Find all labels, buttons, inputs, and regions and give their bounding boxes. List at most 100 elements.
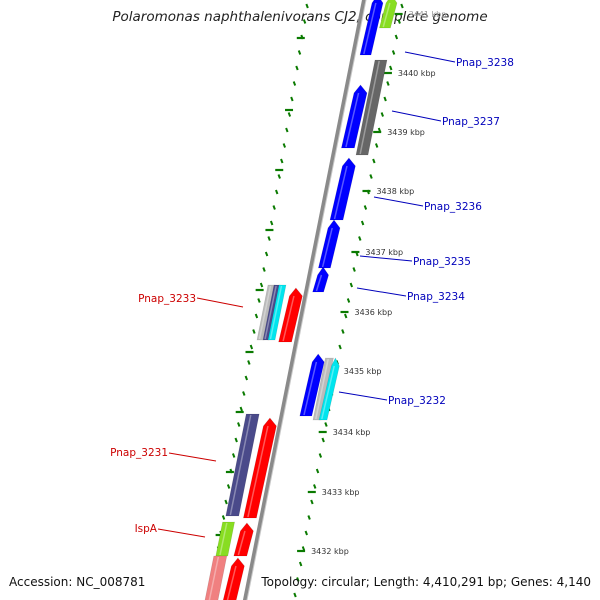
gene-label-leader: [157, 528, 206, 538]
gene-highlight: [382, 2, 391, 28]
inner-tick: [349, 282, 354, 288]
outer-tick: [267, 236, 271, 241]
outer-tick: [221, 515, 226, 520]
gene-pnap-3233-c: [267, 284, 287, 341]
gene-pnap-3232-a: [299, 353, 325, 417]
gene-pink: [204, 555, 228, 600]
gene-label: IspA: [135, 523, 158, 535]
gene-highlight: [269, 285, 283, 340]
gene-pnap-3232-c: [318, 357, 340, 421]
outer-tick: [252, 329, 256, 334]
outer-tick: [224, 499, 228, 505]
kbp-label: 3435 kbp: [344, 367, 382, 376]
kbp-label: 3438 kbp: [376, 187, 414, 196]
outer-tick: [292, 81, 297, 86]
outer-tick: [234, 437, 238, 443]
gene-highlight: [208, 556, 220, 600]
inner-tick: [313, 484, 317, 489]
gene-label-leader: [404, 51, 456, 63]
backbone-highlight: [246, 0, 367, 600]
outer-tick: [259, 282, 264, 288]
kbp-label: 3434 kbp: [333, 428, 371, 437]
inner-tick: [383, 96, 387, 102]
outer-tick: [247, 360, 251, 365]
gene-pnap-3238: [359, 0, 384, 56]
gene-highlight: [345, 92, 360, 148]
inner-tick: [296, 577, 300, 582]
inner-tick: [374, 143, 379, 148]
inner-tick: [394, 34, 399, 40]
gene-pnap-3233-d: [278, 287, 303, 343]
outer-tick: [305, 3, 309, 9]
gene-label: Pnap_3233: [138, 293, 196, 305]
gene-pnap-3237: [341, 84, 368, 149]
inner-tick: [298, 561, 303, 567]
inner-tick: [293, 592, 297, 598]
gene-pnap-3236: [329, 157, 356, 221]
inner-tick: [341, 329, 345, 334]
gene-highlight: [282, 295, 295, 342]
gene-label-leader: [338, 391, 388, 401]
inner-tick: [304, 530, 308, 536]
kbp-label: 3441 kbp: [409, 10, 447, 19]
gene-ispa-a: [215, 521, 235, 557]
kbp-label: 3433 kbp: [322, 488, 360, 497]
outer-tick: [285, 127, 289, 133]
outer-tick: [287, 112, 292, 117]
kbp-label: 3436 kbp: [355, 308, 393, 317]
kbp-label: 3437 kbp: [365, 248, 403, 257]
gene-label: Pnap_3238: [456, 57, 514, 69]
outer-tick: [269, 220, 274, 226]
gene-highlight: [229, 414, 252, 516]
inner-tick: [386, 81, 390, 86]
outer-tick: [237, 422, 241, 427]
inner-tick: [358, 236, 362, 241]
gene-label: Pnap_3234: [407, 291, 465, 303]
outer-tick: [295, 65, 299, 71]
gene-label: Pnap_3237: [442, 116, 500, 128]
inner-tick: [380, 112, 384, 117]
outer-tick: [249, 344, 254, 350]
gene-highlight: [359, 60, 380, 155]
genome-summary: Topology: circular; Length: 4,410,291 bp…: [261, 575, 591, 589]
inner-tick: [315, 468, 320, 474]
gene-highlight: [237, 530, 246, 556]
gene-red-bottom: [222, 557, 245, 600]
backbone-line: [242, 0, 367, 600]
inner-tick: [360, 220, 365, 226]
gene-pnap-3231-b: [243, 417, 277, 519]
gene-highlight: [363, 2, 377, 55]
gene-label-leader: [356, 287, 407, 297]
gene-ispa-b: [233, 522, 254, 557]
inner-tick: [391, 50, 396, 55]
outer-tick: [254, 313, 259, 319]
gene-highlight: [226, 565, 237, 600]
gene-label: Pnap_3232: [388, 395, 446, 407]
gene-highlight: [219, 522, 228, 556]
inner-tick: [352, 267, 356, 272]
outer-tick: [264, 251, 269, 257]
inner-tick: [310, 499, 314, 505]
gene-highlight: [247, 425, 269, 518]
outer-tick: [302, 19, 307, 24]
inner-tick: [372, 158, 376, 164]
inner-tick: [400, 3, 404, 9]
gene-gray: [355, 59, 388, 156]
inner-tick: [338, 344, 342, 350]
inner-tick: [344, 313, 348, 319]
accession-text: Accession: NC_008781: [9, 575, 146, 589]
gene-pnap-3231-a: [225, 413, 260, 517]
outer-tick: [280, 158, 284, 164]
inner-tick: [397, 19, 401, 24]
gene-pnap-3234: [312, 266, 329, 293]
gene-label-leader: [391, 110, 442, 122]
gene-green-top: [379, 0, 398, 29]
gene-highlight: [303, 361, 318, 416]
kbp-label: 3440 kbp: [398, 69, 436, 78]
inner-tick: [324, 422, 328, 427]
gene-label: Pnap_3231: [110, 447, 168, 459]
outer-tick: [262, 267, 266, 272]
gene-label-leader: [196, 297, 244, 308]
gene-label-leader: [359, 255, 413, 262]
